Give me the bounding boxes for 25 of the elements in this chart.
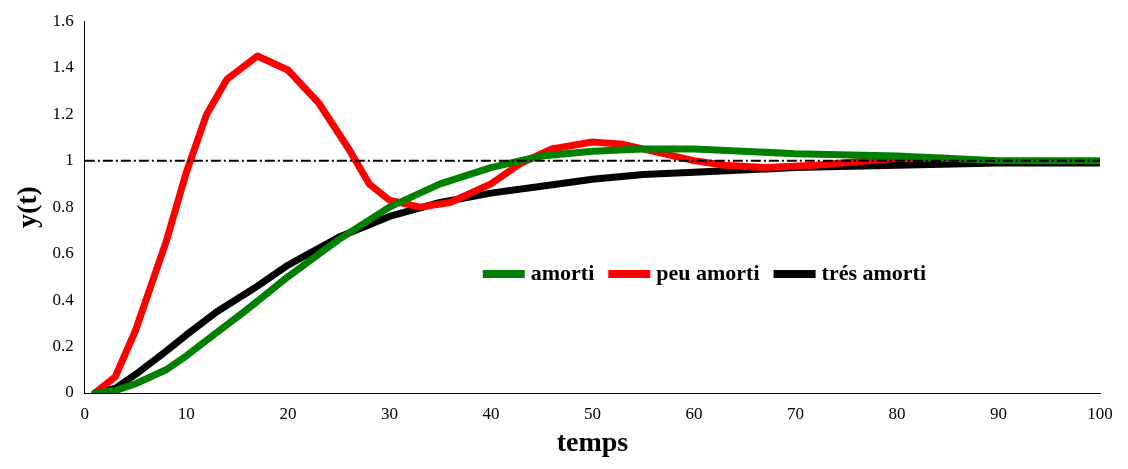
x-tick-label: 90 — [989, 403, 1007, 423]
x-tick-label: 10 — [177, 403, 195, 423]
x-tick-label: 40 — [482, 403, 500, 423]
y-axis-title: y(t) — [11, 186, 43, 229]
x-axis-title: temps — [556, 426, 629, 458]
x-tick-label: 0 — [80, 403, 90, 423]
y-tick-label: 0.8 — [52, 196, 74, 216]
x-tick-label: 50 — [583, 403, 601, 423]
legend-label: trés amorti — [821, 259, 927, 285]
y-tick-label: 1.4 — [52, 57, 75, 77]
y-tick-label: 0.6 — [52, 243, 74, 263]
y-tick-label: 0.2 — [52, 335, 74, 355]
y-tick-label: 1.2 — [52, 103, 74, 123]
y-tick-label: 0 — [65, 382, 74, 402]
y-tick-label: 0.4 — [52, 289, 75, 309]
x-tick-label: 60 — [685, 403, 703, 423]
y-tick-label: 1 — [65, 150, 74, 170]
x-tick-label: 70 — [786, 403, 804, 423]
x-tick-label: 20 — [279, 403, 297, 423]
x-tick-label: 100 — [1087, 403, 1113, 423]
x-tick-label: 30 — [380, 403, 398, 423]
y-tick-label: 1.6 — [52, 10, 74, 30]
x-tick-label: 80 — [888, 403, 906, 423]
legend-label: peu amorti — [656, 259, 760, 285]
legend-label: amorti — [530, 259, 595, 285]
